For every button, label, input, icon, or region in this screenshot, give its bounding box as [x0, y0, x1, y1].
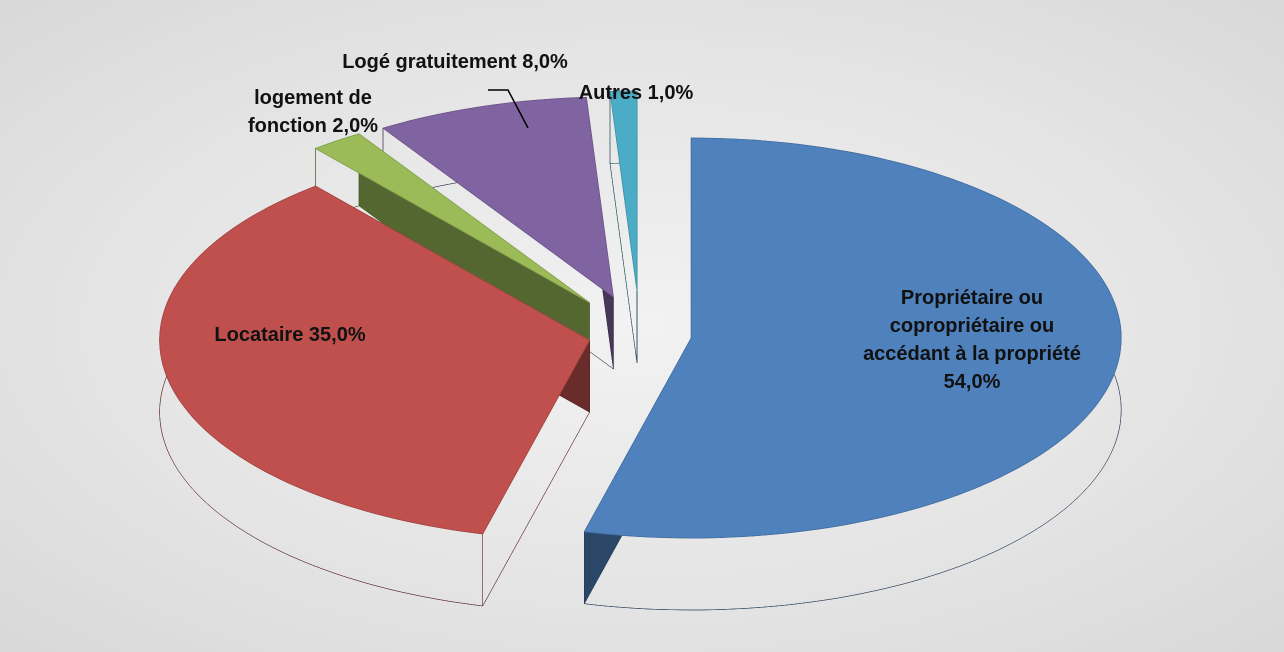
slice: [609, 90, 638, 292]
value-label: 35,0%: [308, 324, 366, 346]
category-label: Autres: [578, 82, 643, 104]
slice: [583, 137, 1122, 539]
value-label: 8,0%: [522, 51, 568, 73]
category-label: logement de fonction: [247, 87, 372, 137]
value-label: 1,0%: [647, 82, 694, 104]
leader-line: [488, 89, 529, 129]
slice-label: logement de fonction 2,0%: [228, 84, 398, 140]
slice-label: Locataire 35,0%: [160, 321, 420, 349]
value-label: 2,0%: [332, 115, 379, 137]
slice-label: Propriétaire ou copropriétaire ou accéda…: [847, 284, 1097, 396]
slice-label: Logé gratuitement 8,0%: [325, 48, 585, 76]
slice: [382, 96, 614, 298]
category-label: Locataire: [214, 324, 304, 346]
slice-label: Autres 1,0%: [536, 79, 736, 107]
slice: [314, 133, 590, 303]
value-label: 54,0%: [943, 371, 1001, 393]
slice: [159, 185, 591, 535]
category-label: Propriétaire ou copropriétaire ou accéda…: [863, 287, 1081, 365]
category-label: Logé gratuitement: [342, 51, 517, 73]
